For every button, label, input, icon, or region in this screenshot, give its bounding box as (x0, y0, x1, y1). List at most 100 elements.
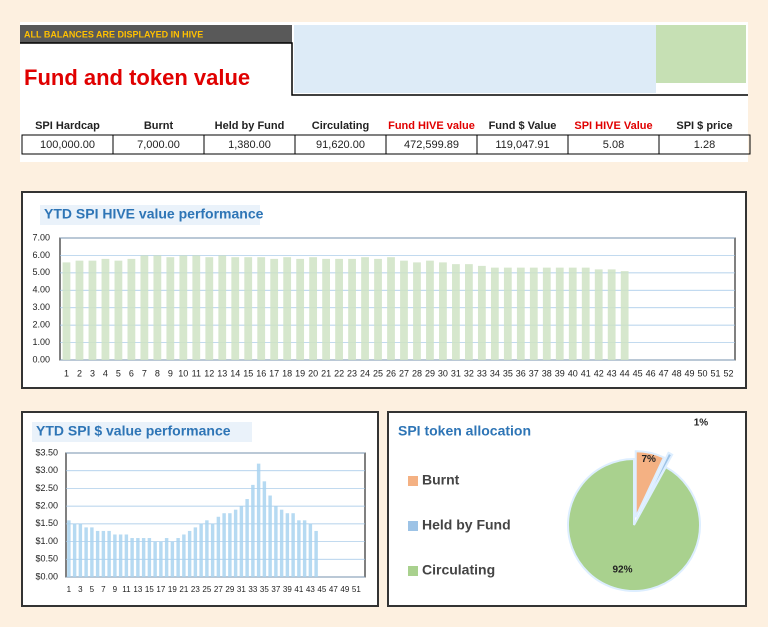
y-tick-label: 3.00 (32, 302, 50, 312)
bar (555, 267, 564, 360)
bar (136, 538, 140, 577)
bar (302, 520, 307, 577)
x-tick-label: 21 (321, 368, 331, 378)
frame (20, 42, 748, 96)
x-tick-label: 47 (329, 585, 338, 594)
bar (164, 538, 169, 577)
table-value: 100,000.00 (40, 139, 95, 151)
x-tick-label: 30 (438, 368, 448, 378)
x-tick-label: 42 (594, 368, 604, 378)
bar (309, 257, 318, 360)
x-tick-label: 22 (334, 368, 344, 378)
x-tick-label: 15 (243, 368, 253, 378)
x-tick-label: 35 (260, 585, 269, 594)
bar (153, 541, 157, 577)
legend-swatch (408, 476, 418, 486)
x-tick-label: 13 (217, 368, 227, 378)
x-tick-label: 9 (113, 585, 118, 594)
y-tick-label: $0.50 (35, 554, 58, 564)
bar (114, 260, 123, 360)
bar (620, 271, 629, 360)
x-tick-label: 48 (672, 368, 682, 378)
bar (477, 265, 486, 360)
table-cell (658, 134, 751, 155)
bar (262, 481, 267, 577)
bar (170, 541, 175, 577)
bar (607, 269, 616, 360)
table-value: 91,620.00 (316, 139, 365, 151)
title: Fund and token value (24, 65, 250, 90)
bar (182, 534, 186, 577)
note-bar (20, 25, 292, 43)
bar (107, 530, 111, 577)
x-tick-label: 23 (347, 368, 357, 378)
table-value: 5.08 (603, 139, 624, 151)
x-tick-label: 25 (202, 585, 211, 594)
data-label: 92% (613, 564, 633, 575)
y-tick-label: $3.00 (35, 465, 58, 475)
x-tick-label: 15 (145, 585, 154, 594)
bar (179, 255, 188, 360)
bar (199, 523, 203, 577)
x-tick-label: 2 (77, 368, 82, 378)
bar (348, 258, 356, 360)
bar (176, 538, 180, 577)
y-tick-label: $2.00 (35, 501, 58, 511)
x-tick-label: 17 (269, 368, 279, 378)
pie-slice (634, 450, 666, 518)
x-tick-label: 27 (399, 368, 409, 378)
x-tick-label: 20 (308, 368, 318, 378)
bar (374, 258, 382, 360)
y-tick-label: 4.00 (32, 285, 50, 295)
y-tick-label: 0.00 (32, 354, 50, 364)
x-tick-label: 28 (412, 368, 422, 378)
bar (568, 267, 577, 360)
x-tick-label: 26 (386, 368, 396, 378)
bar (192, 255, 201, 360)
table-value: 1.28 (694, 139, 715, 151)
legend-label: Burnt (422, 472, 460, 488)
table-value: 7,000.00 (137, 139, 180, 151)
bar (140, 255, 149, 360)
column-header: Circulating (312, 120, 369, 132)
blue-box (294, 25, 656, 93)
x-tick-label: 37 (271, 585, 280, 594)
bar (147, 538, 152, 577)
bar (153, 255, 162, 360)
bar (297, 520, 301, 577)
x-tick-label: 29 (225, 585, 234, 594)
y-tick-label: $2.50 (35, 483, 58, 493)
bar (124, 534, 129, 577)
x-tick-label: 19 (295, 368, 305, 378)
table-value: 1,380.00 (228, 139, 271, 151)
bar (270, 258, 279, 360)
x-tick-label: 13 (133, 585, 142, 594)
bar (88, 260, 97, 360)
x-tick-label: 21 (179, 585, 188, 594)
bar (239, 506, 244, 577)
bar (285, 513, 290, 577)
x-tick-label: 16 (256, 368, 266, 378)
x-tick-label: 31 (451, 368, 461, 378)
column-header: Fund $ Value (489, 120, 557, 132)
y-tick-label: 7.00 (32, 232, 50, 242)
bar (127, 258, 136, 360)
column-header: Burnt (144, 120, 174, 132)
bar (72, 523, 77, 577)
chart-title: SPI token allocation (398, 423, 531, 439)
bar (245, 499, 249, 577)
bar (413, 262, 421, 360)
bar (335, 258, 343, 360)
y-tick-label: 5.00 (32, 267, 50, 277)
x-tick-label: 47 (659, 368, 669, 378)
x-tick-label: 27 (214, 585, 223, 594)
y-tick-label: 2.00 (32, 320, 50, 330)
x-tick-label: 39 (555, 368, 565, 378)
x-tick-label: 41 (294, 585, 303, 594)
bar (159, 541, 163, 577)
x-tick-label: 44 (620, 368, 630, 378)
bar (291, 513, 295, 577)
x-tick-label: 40 (568, 368, 578, 378)
bar (67, 520, 71, 577)
x-tick-label: 11 (122, 585, 131, 594)
